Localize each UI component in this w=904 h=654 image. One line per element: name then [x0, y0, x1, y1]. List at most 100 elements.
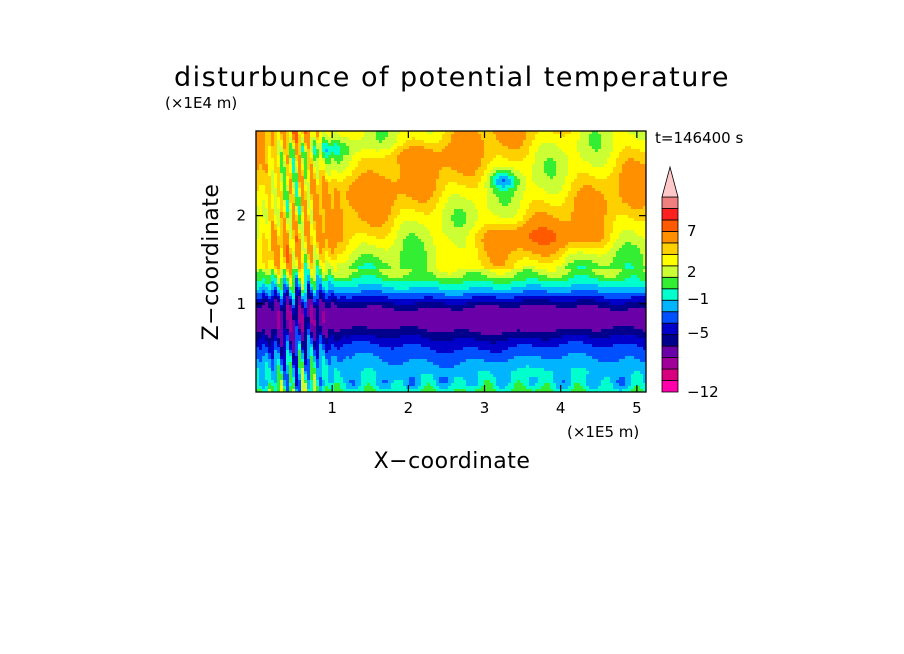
- field-cell: [529, 227, 533, 231]
- field-cell: [541, 242, 545, 246]
- field-cell: [490, 239, 494, 243]
- field-cell: [643, 134, 646, 138]
- field-cell: [571, 161, 575, 165]
- field-cell: [433, 209, 437, 213]
- field-cell: [340, 209, 344, 213]
- field-cell: [631, 227, 635, 231]
- field-cell: [538, 140, 542, 144]
- field-cell: [640, 230, 644, 234]
- field-cell: [436, 149, 440, 153]
- field-cell: [262, 206, 266, 210]
- field-cell: [262, 146, 266, 150]
- field-cell: [382, 203, 386, 207]
- field-cell: [493, 221, 497, 225]
- field-cell: [622, 179, 626, 183]
- field-cell: [631, 236, 635, 240]
- field-cell: [385, 209, 389, 213]
- field-cell: [586, 146, 590, 150]
- field-cell: [304, 197, 308, 201]
- field-cell: [415, 182, 419, 186]
- field-cell: [433, 227, 437, 231]
- field-cell: [547, 140, 551, 144]
- field-cell: [367, 173, 371, 177]
- field-cell: [448, 185, 452, 189]
- field-cell: [460, 194, 464, 198]
- field-cell: [466, 170, 470, 174]
- field-cell: [256, 242, 260, 246]
- field-cell: [367, 152, 371, 156]
- field-cell: [283, 185, 287, 189]
- field-cell: [541, 134, 545, 138]
- field-cell: [349, 233, 353, 237]
- field-cell: [478, 170, 482, 174]
- field-cell: [526, 215, 530, 219]
- field-cell: [508, 221, 512, 225]
- field-cell: [448, 206, 452, 210]
- field-cell: [559, 182, 563, 186]
- field-cell: [397, 152, 401, 156]
- field-cell: [538, 209, 542, 213]
- field-cell: [304, 233, 308, 237]
- field-cell: [514, 164, 518, 168]
- field-cell: [361, 161, 365, 165]
- field-cell: [427, 146, 431, 150]
- field-cell: [481, 134, 485, 138]
- field-cell: [466, 134, 470, 138]
- field-cell: [439, 134, 443, 138]
- field-cell: [568, 161, 572, 165]
- field-cell: [457, 227, 461, 231]
- field-cell: [538, 242, 542, 246]
- field-cell: [493, 179, 497, 183]
- field-cell: [634, 212, 638, 216]
- field-cell: [496, 131, 500, 135]
- field-cell: [370, 239, 374, 243]
- field-cell: [337, 134, 341, 138]
- field-cell: [595, 188, 599, 192]
- field-cell: [313, 209, 317, 213]
- field-cell: [586, 143, 590, 147]
- field-cell: [256, 206, 260, 210]
- field-cell: [580, 167, 584, 171]
- field-cell: [409, 203, 413, 207]
- field-cell: [418, 143, 422, 147]
- field-cell: [373, 203, 377, 207]
- field-cell: [304, 170, 308, 174]
- field-cell: [580, 143, 584, 147]
- field-cell: [526, 179, 530, 183]
- field-cell: [430, 152, 434, 156]
- field-cell: [634, 221, 638, 225]
- field-cell: [259, 245, 263, 249]
- field-cell: [343, 224, 347, 228]
- field-cell: [385, 224, 389, 228]
- field-cell: [403, 152, 407, 156]
- field-cell: [538, 134, 542, 138]
- field-cell: [523, 203, 527, 207]
- field-cell: [499, 137, 503, 141]
- field-cell: [427, 236, 431, 240]
- field-cell: [343, 164, 347, 168]
- field-cell: [352, 173, 356, 177]
- field-cell: [367, 188, 371, 192]
- field-cell: [379, 167, 383, 171]
- field-cell: [373, 200, 377, 204]
- field-cell: [613, 197, 617, 201]
- field-cell: [433, 176, 437, 180]
- field-cell: [373, 134, 377, 138]
- field-cell: [259, 200, 263, 204]
- field-cell: [622, 137, 626, 141]
- field-cell: [526, 212, 530, 216]
- field-cell: [622, 182, 626, 186]
- field-cell: [421, 137, 425, 141]
- field-cell: [574, 242, 578, 246]
- field-cell: [274, 161, 278, 165]
- field-cell: [394, 131, 398, 135]
- field-cell: [478, 167, 482, 171]
- field-cell: [406, 140, 410, 144]
- field-cell: [619, 167, 623, 171]
- field-cell: [328, 188, 332, 192]
- field-cell: [508, 197, 512, 201]
- field-cell: [430, 179, 434, 183]
- field-cell: [457, 131, 461, 135]
- field-cell: [400, 173, 404, 177]
- field-cell: [298, 245, 302, 249]
